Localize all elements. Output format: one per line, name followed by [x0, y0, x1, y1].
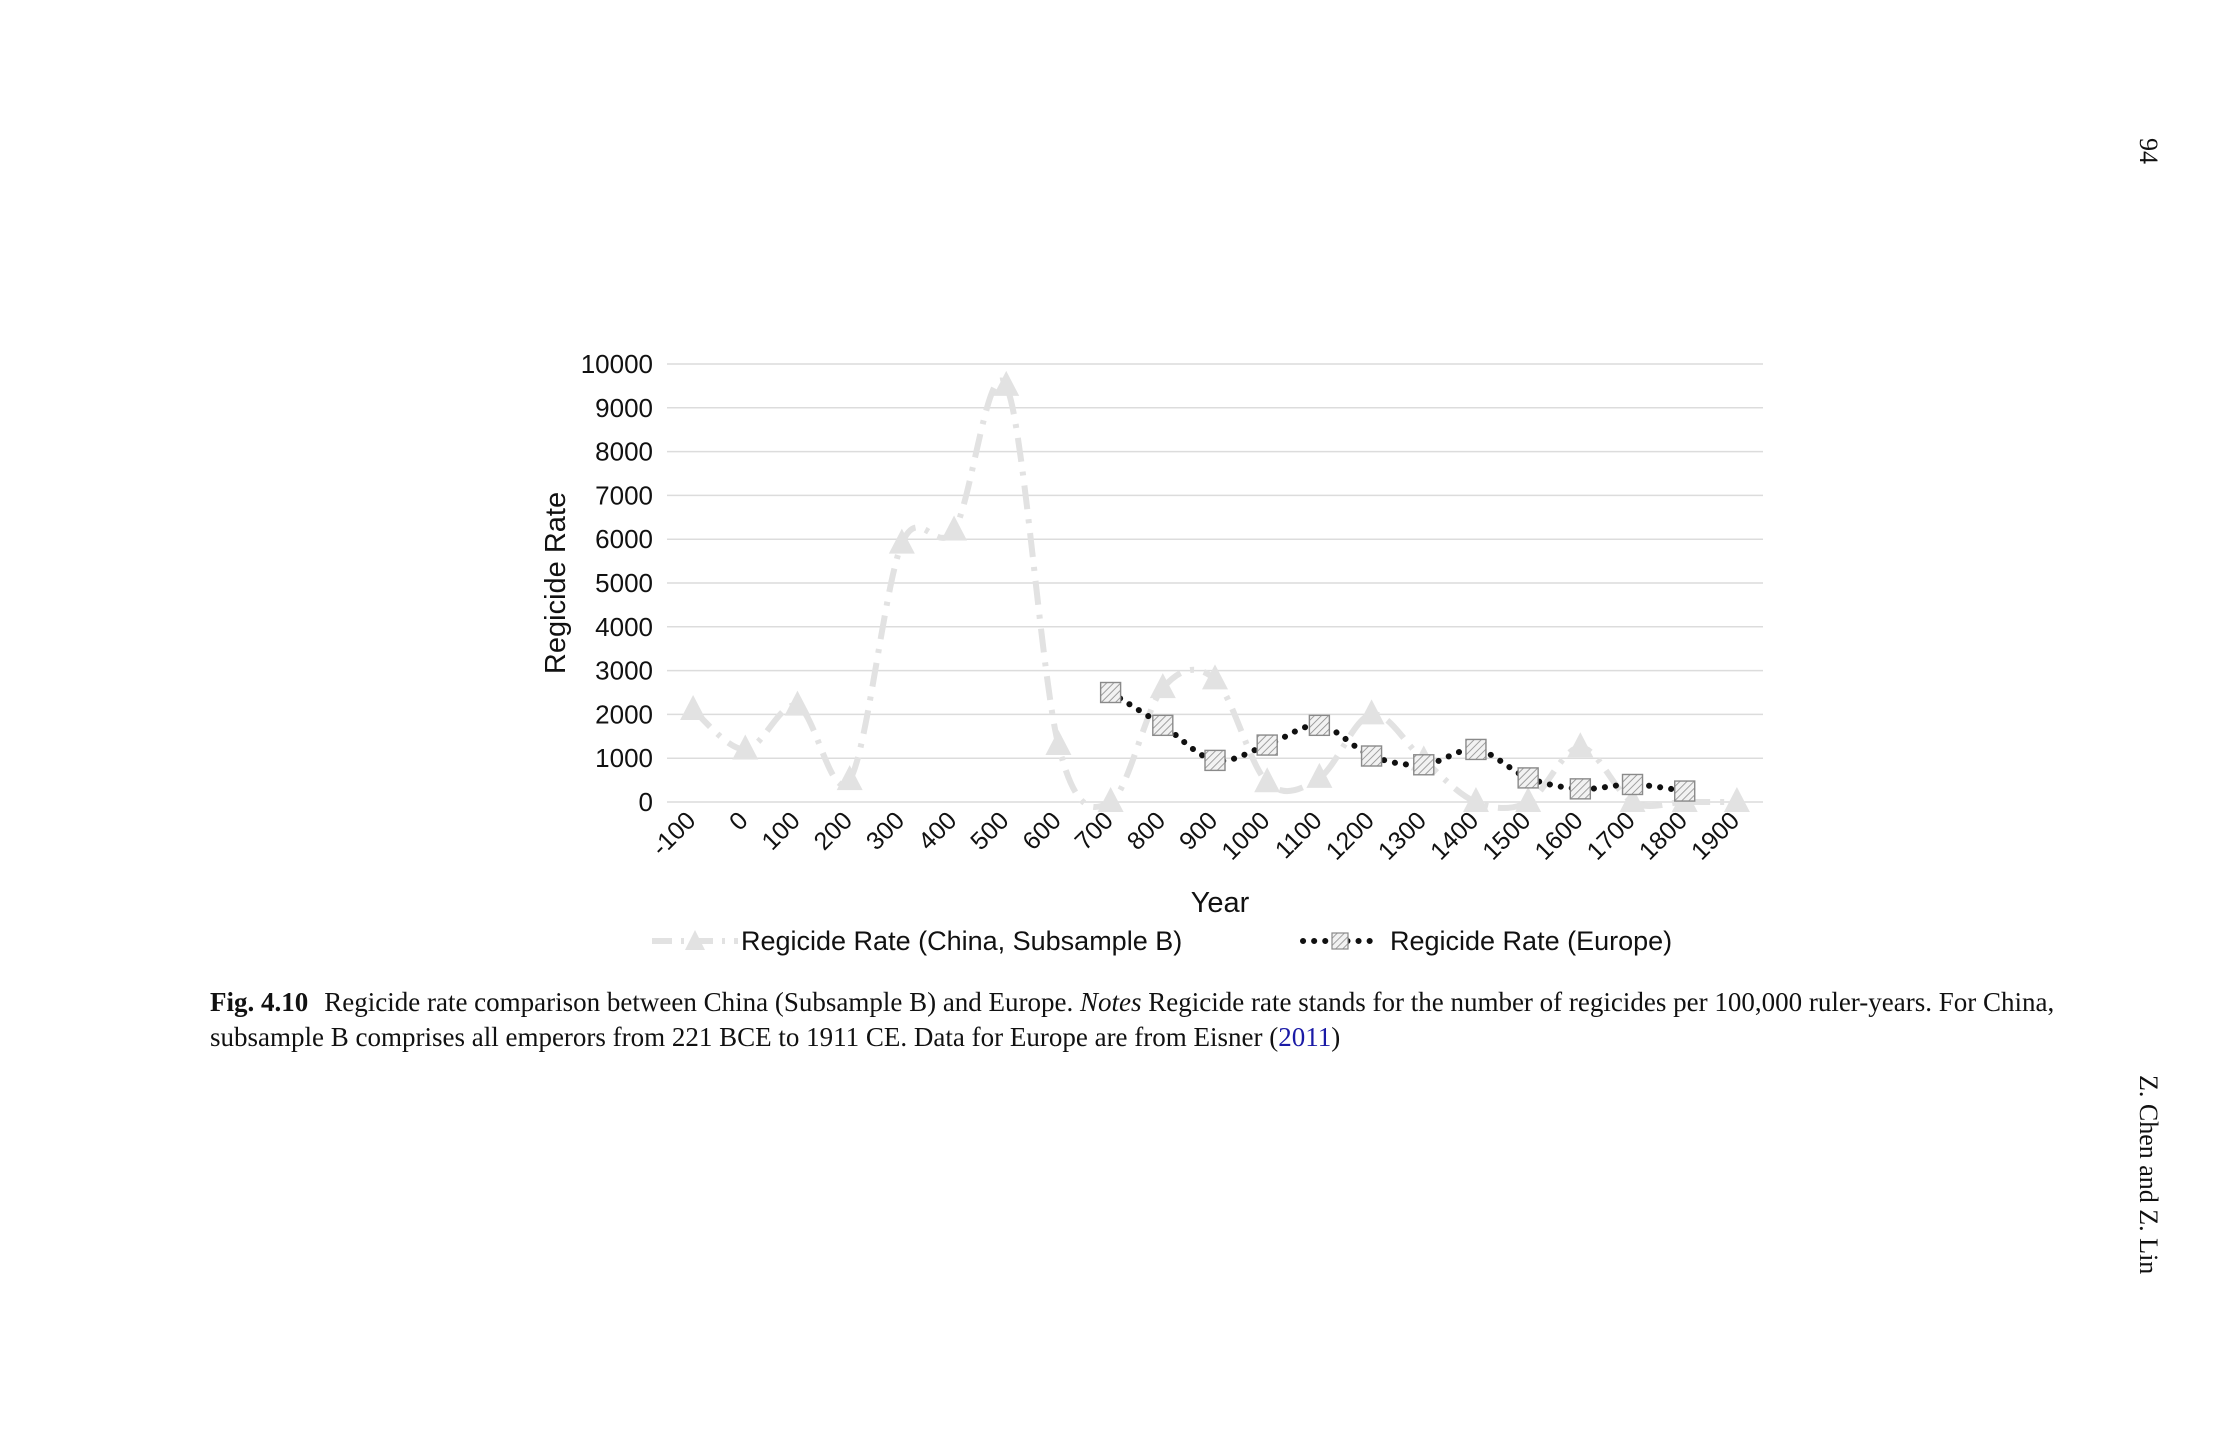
x-tick-label-800: 800: [1122, 806, 1171, 855]
y-tick-label-3000: 3000: [595, 656, 653, 686]
x-tick-label-400: 400: [913, 806, 962, 855]
x-tick-label--100: -100: [646, 806, 701, 861]
x-axis-ticks: -100 0 100 200 300 400 500 600 700 800 90010001100…: [646, 806, 1745, 865]
legend: Regicide Rate (China, Subsample B) Regic…: [652, 926, 1672, 956]
x-tick-label-1400: 1400: [1425, 806, 1484, 865]
europe-point-900: [1204, 749, 1226, 772]
figure-label: Fig. 4.10: [210, 987, 309, 1017]
europe-point-1400: [1465, 738, 1487, 761]
legend-marker-square: [1331, 932, 1349, 950]
x-tick-label-200: 200: [809, 806, 858, 855]
x-tick-label-700: 700: [1070, 806, 1119, 855]
europe-point-1700: [1621, 773, 1644, 796]
europe-point-1300: [1413, 754, 1435, 776]
china-point-1600: [1567, 732, 1594, 758]
china-point-1400: [1462, 787, 1489, 812]
x-tick-label-1500: 1500: [1477, 806, 1536, 865]
china-point-800: [1149, 673, 1176, 699]
europe-point-700: [1099, 681, 1122, 704]
regicide-chart: 0100020003000400050006000700080009000100…: [540, 349, 1763, 956]
series-line-china: [691, 377, 1737, 812]
y-tick-label-7000: 7000: [595, 480, 653, 510]
x-tick-label-500: 500: [965, 806, 1014, 855]
series-europe: [1099, 681, 1696, 802]
y-tick-label-10000: 10000: [581, 349, 653, 379]
x-tick-label-600: 600: [1017, 806, 1066, 855]
china-point-700: [1097, 787, 1124, 812]
china-point-600: [1045, 730, 1072, 756]
series: [680, 370, 1750, 812]
x-axis-title: Year: [1191, 887, 1250, 919]
china-point-1900: [1723, 787, 1750, 812]
legend-item-china: Regicide Rate (China, Subsample B): [652, 926, 1182, 956]
series-line-europe: [1107, 689, 1688, 795]
europe-point-1000: [1256, 734, 1278, 756]
caption-text-part-1: Regicide rate comparison between China (…: [324, 987, 1081, 1017]
x-tick-label-300: 300: [861, 806, 910, 855]
y-tick-label-5000: 5000: [595, 568, 653, 598]
china-point-1500: [1515, 787, 1542, 812]
caption-text-part-2: Regicide rate stands for the number of r…: [210, 987, 2055, 1052]
x-tick-label-0: 0: [724, 806, 754, 836]
x-tick-label-100: 100: [756, 806, 805, 855]
china-point-1700: [1619, 787, 1646, 812]
x-tick-label-1000: 1000: [1216, 806, 1275, 865]
running-head: Z. Chen and Z. Lin: [2134, 1075, 2163, 1275]
series-china: [680, 370, 1750, 812]
china-point-1000: [1254, 767, 1281, 793]
x-tick-label-1800: 1800: [1634, 806, 1693, 865]
china-point-300: [888, 528, 915, 554]
x-tick-label-1600: 1600: [1529, 806, 1588, 865]
y-axis-ticks: 0 1000 2000 3000 4000 5000 6000 7000 8000 9000 100…: [581, 349, 653, 817]
china-point-900: [1202, 664, 1228, 690]
y-tick-label-6000: 6000: [595, 524, 653, 554]
x-tick-label-1200: 1200: [1321, 806, 1380, 865]
y-axis-title: Regicide Rate: [540, 492, 572, 674]
europe-point-1500: [1517, 767, 1539, 789]
x-tick-label-1900: 1900: [1686, 806, 1745, 865]
legend-label-china: Regicide Rate (China, Subsample B): [741, 926, 1182, 956]
china-point-1100: [1306, 762, 1333, 788]
y-tick-label-2000: 2000: [595, 699, 653, 729]
x-tick-label-1300: 1300: [1373, 806, 1432, 865]
legend-item-europe: Regicide Rate (Europe): [1300, 926, 1672, 956]
china-point-500: [993, 370, 1020, 396]
gridlines: [667, 363, 1763, 803]
china-point-200: [836, 765, 863, 791]
figure-caption: Fig. 4.10 Regicide rate comparison betwee…: [210, 985, 2110, 1055]
x-tick-label-1700: 1700: [1582, 806, 1641, 865]
china-point--100: [680, 695, 707, 721]
europe-point-1600: [1569, 778, 1592, 800]
notes-label: Notes: [1080, 987, 1142, 1017]
europe-point-800: [1152, 714, 1174, 737]
europe-point-1200: [1360, 745, 1383, 767]
europe-point-1100: [1308, 714, 1331, 737]
citation-link[interactable]: 2011: [1278, 1022, 1332, 1052]
legend-label-europe: Regicide Rate (Europe): [1390, 926, 1672, 956]
china-point-100: [784, 690, 811, 716]
y-tick-label-4000: 4000: [595, 612, 653, 642]
caption-text-part-3: ): [1331, 1022, 1341, 1052]
legend-marker-triangle: [685, 930, 705, 950]
x-tick-label-900: 900: [1174, 806, 1223, 855]
china-point-0: [732, 734, 759, 760]
china-point-1200: [1358, 699, 1385, 725]
china-point-400: [941, 515, 968, 541]
y-tick-label-0: 0: [639, 787, 653, 817]
europe-point-1800: [1674, 780, 1696, 802]
y-tick-label-8000: 8000: [595, 437, 653, 467]
y-tick-label-9000: 9000: [595, 393, 653, 423]
x-tick-label-1100: 1100: [1270, 806, 1328, 864]
y-tick-label-1000: 1000: [595, 743, 653, 773]
